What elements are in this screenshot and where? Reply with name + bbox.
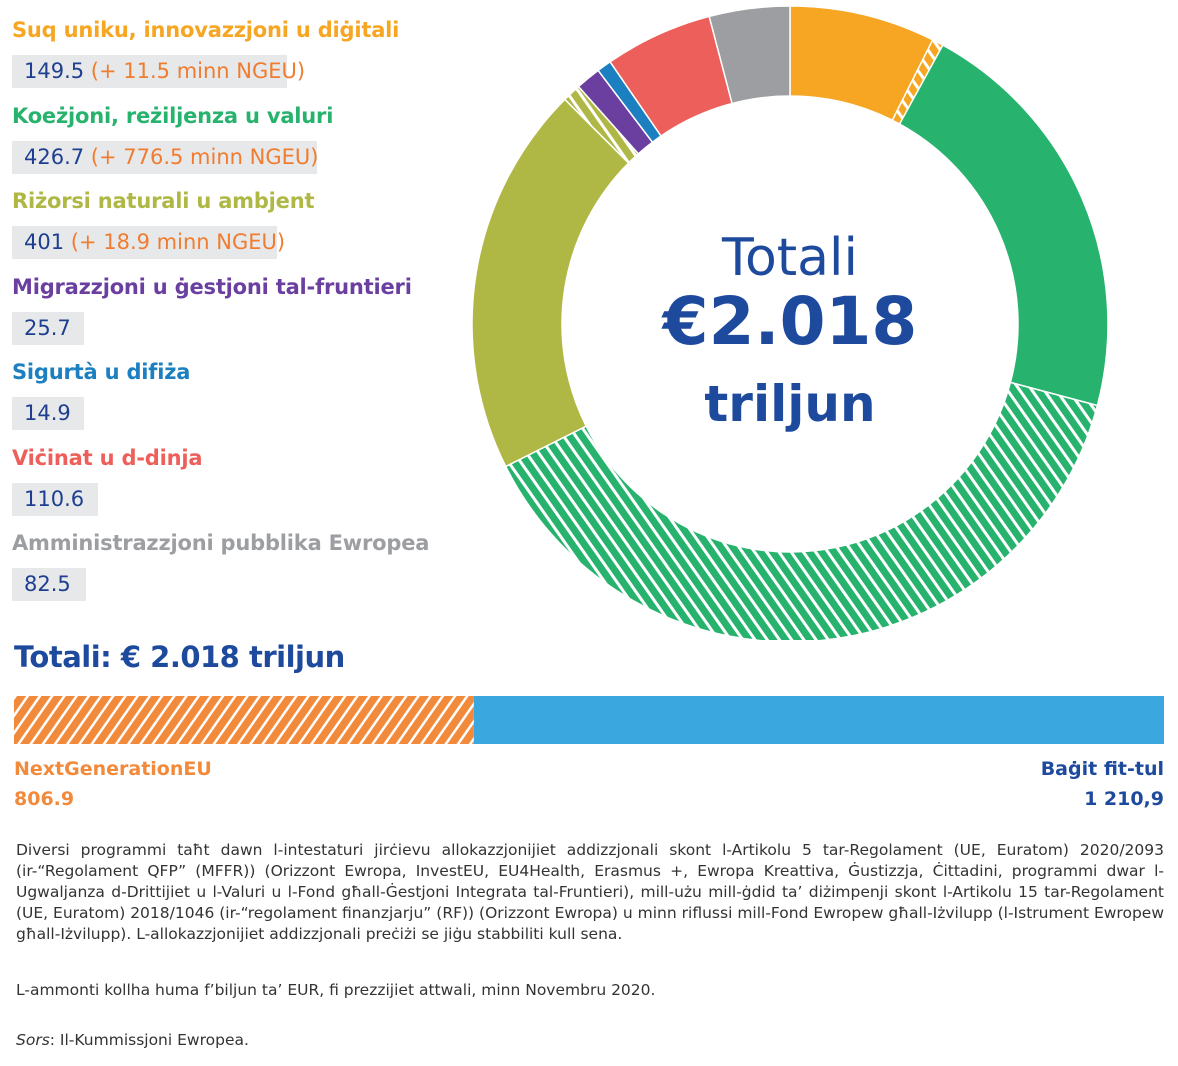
- donut-center-total: €2.018: [662, 283, 918, 360]
- legend-title: Viċinat u d-dinja: [12, 445, 203, 470]
- legend-value: 426.7: [24, 144, 85, 169]
- footnote-paragraph: Diversi programmi taħt dawn l-intestatur…: [16, 841, 1164, 943]
- currency-note: L-ammonti kollha huma f’biljun ta’ EUR, …: [16, 981, 656, 999]
- donut-slice-hatch: [892, 39, 943, 125]
- bar-segment-ngeu-hatch: [14, 696, 474, 744]
- legend-title: Sigurtà u difiża: [12, 360, 191, 384]
- legend-item: Suq uniku, innovazzjoni u diġitali 149.5 …: [12, 18, 400, 88]
- legend-value: 401: [24, 230, 65, 254]
- legend-item: Viċinat u d-dinja 110.6: [12, 445, 203, 516]
- source-label: Sors: [16, 1031, 50, 1049]
- legend-ngeu-extra: (+ 18.9 minn NGEU): [64, 230, 286, 254]
- ngeu-label: NextGenerationEU: [14, 758, 212, 780]
- budget-label: Baġit fit-tul: [1040, 758, 1164, 780]
- donut-slice: [471, 98, 630, 468]
- legend-item: Amministrazzjoni pubblika Ewropea 82.5: [12, 531, 430, 601]
- legend-title: Amministrazzjoni pubblika Ewropea: [12, 531, 430, 555]
- total-heading: Totali: € 2.018 triljun: [14, 640, 345, 674]
- bar-segment-budget: [473, 696, 1164, 744]
- legend-item: Koeżjoni, reżiljenza u valuri 426.7 (+ 77…: [12, 103, 334, 174]
- legend-value-box: 82.5: [12, 568, 86, 601]
- donut-slice-hatch: [505, 382, 1098, 640]
- legend-item: Riżorsi naturali u ambjent 401 (+ 18.9 mi…: [12, 189, 315, 259]
- legend-item: Sigurtà u difiża 14.9: [12, 360, 191, 430]
- donut-center-unit: triljun: [704, 375, 876, 433]
- legend-ngeu-extra: (+ 11.5 minn NGEU): [84, 59, 306, 83]
- source-note: Sors: Il-Kummissjoni Ewropea.: [16, 1030, 1164, 1051]
- source-text: : Il-Kummissjoni Ewropea.: [49, 1031, 249, 1049]
- legend-value: 149.5: [24, 59, 85, 83]
- legend-title: Koeżjoni, reżiljenza u valuri: [12, 103, 334, 128]
- legend-value-box: 14.9: [12, 397, 84, 430]
- legend-value-box: 149.5 (+ 11.5 minn NGEU): [12, 55, 305, 88]
- donut-chart: [471, 5, 1109, 640]
- legend-value: 25.7: [24, 315, 71, 340]
- legend-title: Migrazzjoni u ġestjoni tal-fruntieri: [12, 274, 412, 299]
- legend-title: Riżorsi naturali u ambjent: [12, 189, 315, 213]
- donut-center-title: Totali: [722, 228, 858, 288]
- legend-value: 82.5: [24, 572, 71, 596]
- ngeu-value: 806.9: [14, 788, 75, 810]
- legend-value-box: 25.7: [12, 311, 84, 345]
- legend-value: 14.9: [24, 401, 71, 425]
- donut-slice: [708, 5, 791, 105]
- legend-ngeu-extra: (+ 776.5 minn NGEU): [84, 144, 319, 169]
- legend-value-box: 401 (+ 18.9 minn NGEU): [12, 226, 285, 259]
- legend-value-box: 426.7 (+ 776.5 minn NGEU): [12, 140, 319, 174]
- stacked-bar: [14, 696, 1164, 744]
- legend-item: Migrazzjoni u ġestjoni tal-fruntieri 25.7: [12, 274, 412, 345]
- budget-value: 1 210,9: [1084, 788, 1164, 810]
- legend-value: 110.6: [24, 486, 85, 511]
- legend-value-box: 110.6: [12, 482, 98, 516]
- donut-slice-hatch: [564, 86, 639, 163]
- legend-title: Suq uniku, innovazzjoni u diġitali: [12, 18, 400, 42]
